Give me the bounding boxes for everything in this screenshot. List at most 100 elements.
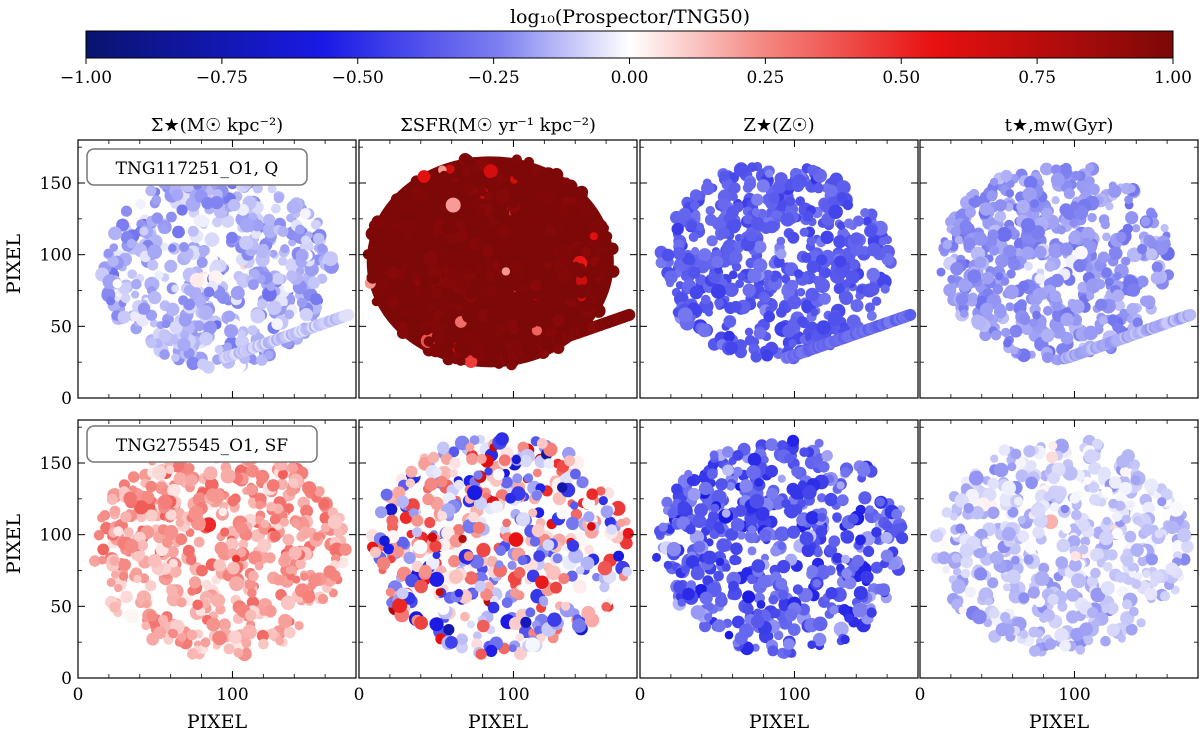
map-cell — [448, 446, 460, 458]
map-cell — [495, 432, 509, 446]
map-cell — [508, 324, 519, 335]
map-cell — [547, 612, 562, 627]
map-cell — [715, 478, 728, 491]
map-cell — [1145, 248, 1158, 260]
map-cell — [937, 551, 951, 565]
map-cell — [470, 277, 485, 291]
map-cell — [947, 274, 956, 284]
map-cell — [513, 646, 528, 661]
map-cell — [525, 607, 536, 618]
map-cell — [307, 581, 317, 591]
map-cell — [480, 588, 493, 601]
map-cell — [812, 616, 828, 632]
map-cell — [483, 270, 496, 282]
map-cell — [677, 598, 686, 607]
map-cell — [706, 235, 718, 247]
map-cell — [432, 551, 441, 560]
row-label-text-star-forming: TNG275545_O1, SF — [116, 436, 288, 456]
map-cell — [292, 575, 301, 584]
map-cell — [850, 299, 864, 313]
map-cell — [951, 579, 966, 594]
map-cell — [770, 608, 781, 619]
map-cell — [1023, 445, 1036, 458]
map-cell — [1023, 261, 1033, 271]
map-cell — [161, 319, 171, 329]
map-cell — [1130, 543, 1144, 557]
map-cell — [417, 170, 431, 183]
map-cell — [664, 270, 678, 284]
map-cell — [201, 196, 214, 210]
map-cell — [706, 468, 718, 480]
map-cell — [850, 232, 863, 245]
x-axis-label-2: PIXEL — [468, 711, 529, 733]
map-cell — [1165, 520, 1180, 535]
x-axis-label-4: PIXEL — [1029, 711, 1090, 733]
map-cell — [958, 278, 972, 292]
map-cell — [787, 231, 800, 244]
map-cell — [1043, 305, 1053, 316]
map-cell — [145, 509, 158, 522]
map-cell — [264, 605, 277, 618]
map-cell — [987, 506, 1000, 519]
panel-frame — [77, 139, 357, 399]
map-cell — [824, 492, 838, 507]
map-cell — [196, 564, 208, 577]
map-cell — [1067, 535, 1081, 549]
map-cell — [151, 212, 163, 224]
map-cell — [1000, 612, 1011, 623]
map-cell — [241, 638, 252, 648]
map-cell — [263, 213, 276, 226]
map-tidal-arm — [1184, 308, 1197, 321]
map-cell — [979, 302, 994, 316]
map-cell — [258, 638, 269, 650]
map-cell — [198, 244, 210, 256]
map-cell — [1034, 273, 1046, 284]
map-cell — [729, 182, 741, 194]
map-cell — [610, 500, 626, 516]
map-cell — [866, 282, 880, 296]
x-tick-label: 0 — [354, 685, 365, 705]
map-cell — [182, 544, 195, 557]
map-cell — [288, 238, 297, 247]
map-cell — [1032, 526, 1045, 539]
map-cell — [271, 203, 281, 214]
map-cell — [286, 270, 298, 282]
map-cell — [543, 260, 553, 270]
map-cell — [1033, 245, 1047, 259]
map-cell — [499, 162, 514, 177]
map-cell — [502, 518, 511, 528]
map-cell — [678, 207, 692, 221]
map-cell — [732, 450, 744, 461]
map-cell — [442, 343, 453, 353]
map-cell — [273, 574, 284, 586]
map-cell — [1090, 587, 1106, 603]
panel-quiescent-3 — [639, 139, 919, 399]
map-cell — [778, 589, 789, 600]
map-cell — [677, 307, 693, 323]
map-cell — [866, 607, 877, 618]
map-cell — [591, 303, 606, 318]
map-cell — [851, 554, 865, 568]
map-cell — [528, 508, 538, 518]
colorbar-tick-label: 0.75 — [1018, 68, 1056, 88]
map-cell — [958, 606, 967, 615]
map-cell — [750, 614, 765, 629]
map-cell — [414, 189, 427, 202]
map-cell — [511, 454, 521, 465]
map-cell — [317, 243, 327, 253]
x-tick-label: 100 — [216, 685, 248, 705]
map-cell — [870, 561, 883, 574]
map-cell — [445, 164, 455, 174]
map-cell — [994, 210, 1007, 222]
map-cell — [213, 559, 226, 572]
map-cell — [120, 205, 133, 217]
map-cell — [581, 605, 596, 620]
map-cell — [998, 444, 1011, 456]
map-cell — [821, 450, 833, 462]
map-cell — [598, 496, 608, 506]
map-cell — [498, 454, 511, 467]
map-cell — [1044, 638, 1057, 650]
map-cell — [821, 267, 832, 278]
map-cell — [467, 193, 482, 208]
map-cell — [538, 595, 549, 606]
